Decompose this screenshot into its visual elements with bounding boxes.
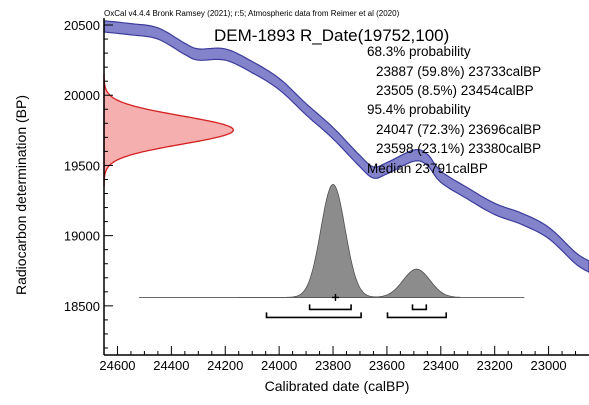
y-tick-label: 20500 xyxy=(64,18,100,33)
calibration-curve-band xyxy=(103,20,589,273)
annotation-line: 68.3% probability xyxy=(367,44,471,59)
y-tick-label: 19500 xyxy=(64,158,100,173)
x-tick-label: 23600 xyxy=(369,358,405,373)
annotation-group: 68.3% probability 23887 (59.8%) 23733calB… xyxy=(367,44,541,176)
x-tick-label: 24600 xyxy=(99,358,135,373)
plot-layers: 24600 24400 24200 24000 23800 23600 23400 23200… xyxy=(64,18,589,373)
range-95-bracket xyxy=(265,312,362,319)
software-credit: OxCal v4.4.4 Bronk Ramsey (2021); r:5; A… xyxy=(104,9,400,18)
x-tick-label: 24400 xyxy=(153,358,189,373)
y-tick-label: 18500 xyxy=(64,299,100,314)
y-tick-label: 20000 xyxy=(64,88,100,103)
range-95-bracket xyxy=(386,312,447,319)
x-tick-label: 24000 xyxy=(261,358,297,373)
range-68-bracket xyxy=(411,304,428,311)
y-tick-label: 19000 xyxy=(64,229,100,244)
x-axis-label: Calibrated date (calBP) xyxy=(265,378,410,394)
annotation-line: 23505 (8.5%) 23454calBP xyxy=(376,83,534,98)
x-tick-label: 23200 xyxy=(477,358,513,373)
range-68-bracket xyxy=(308,304,352,311)
x-tick-label: 23800 xyxy=(315,358,351,373)
annotation-line: 24047 (72.3%) 23696calBP xyxy=(376,122,541,137)
calibrated-distribution xyxy=(238,184,461,298)
annotation-line: 95.4% probability xyxy=(367,102,471,117)
y-axis-label: Radiocarbon determination (BP) xyxy=(13,95,29,295)
annotation-line: Median 23791calBP xyxy=(367,161,488,176)
x-tick-label: 23400 xyxy=(423,358,459,373)
radiocarbon-date-distribution xyxy=(103,73,234,187)
x-tick-label: 23000 xyxy=(531,358,567,373)
x-tick-label: 24200 xyxy=(207,358,243,373)
annotation-line: 23598 (23.1%) 23380calBP xyxy=(376,141,541,156)
annotation-line: 23887 (59.8%) 23733calBP xyxy=(376,64,541,79)
chart-title: DEM-1893 R_Date(19752,100) xyxy=(214,26,449,45)
